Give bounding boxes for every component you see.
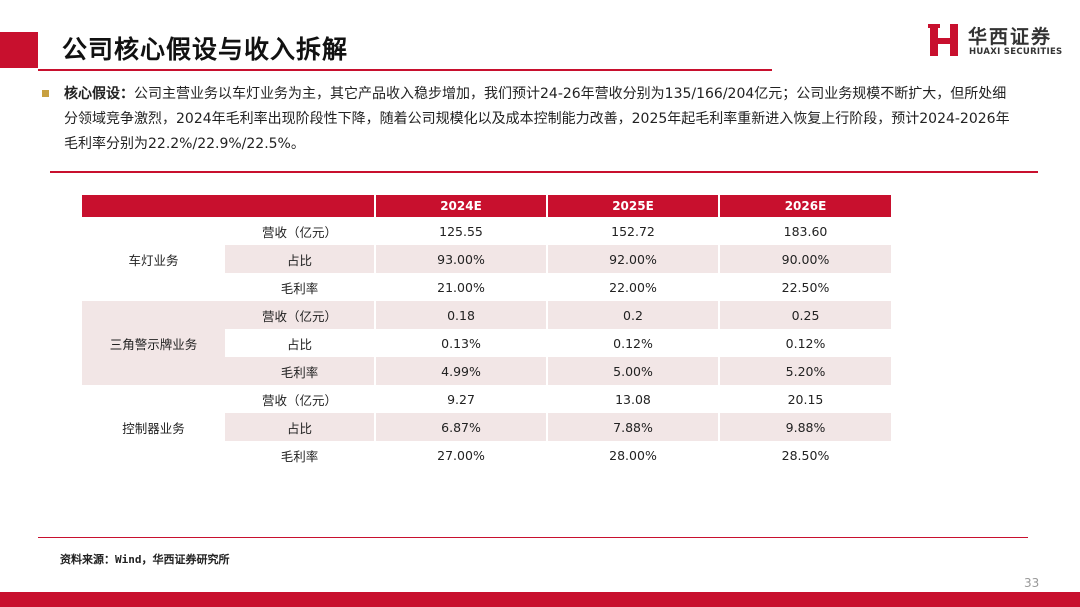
table-cell: 20.15 [718, 385, 891, 413]
title-accent-bar [0, 32, 38, 68]
table-cell: 13.08 [546, 385, 719, 413]
table-row: 三角警示牌业务 营收（亿元） 0.18 0.2 0.25 [82, 301, 891, 385]
table-cell: 5.20% [718, 357, 891, 385]
table-row: 占比 0.13% 0.12% 0.12% [82, 329, 891, 357]
metric-label: 营收（亿元） [261, 224, 337, 240]
table-cell: 4.99% [374, 357, 547, 385]
table-cell: 5.00% [546, 357, 719, 385]
table-cell: 9.88% [718, 413, 891, 441]
table-cell: 0.18 [374, 301, 547, 329]
table-cell: 7.88% [546, 413, 719, 441]
table-cell: 90.00% [718, 245, 891, 273]
table-cell: 6.87% [374, 413, 547, 441]
metric-label: 占比 [286, 336, 312, 352]
table-cell: 28.00% [546, 441, 719, 469]
company-logo: 华西证券 HUAXI SECURITIES [928, 22, 1068, 62]
table-cell: 183.60 [718, 217, 891, 245]
footer-divider [38, 537, 1028, 538]
group-label: 控制器业务 [122, 420, 185, 436]
metric-label: 占比 [225, 245, 375, 273]
metric-label: 营收（亿元） [261, 392, 337, 408]
table-cell: 22.00% [546, 273, 719, 301]
assumption-text: 公司主营业务以车灯业务为主，其它产品收入稳步增加，我们预计24-26年营收分别为… [64, 86, 1010, 152]
table-cell: 9.27 [374, 385, 547, 413]
table-cell: 0.12% [546, 329, 719, 357]
revenue-breakdown-table: 2024E 2025E 2026E 车灯业务 营收（亿元） 125.55 152… [82, 195, 891, 469]
group-label: 三角警示牌业务 [82, 301, 225, 385]
column-header: 2024E [374, 195, 547, 217]
table-row: 占比 93.00% 92.00% 90.00% [82, 245, 891, 273]
table-cell: 125.55 [374, 217, 547, 245]
section-divider [50, 171, 1038, 173]
table-cell: 27.00% [374, 441, 547, 469]
assumption-paragraph: 核心假设：公司主营业务以车灯业务为主，其它产品收入稳步增加，我们预计24-26年… [64, 82, 1014, 157]
table-row: 控制器业务 营收（亿元） 9.27 13.08 20.15 [82, 385, 891, 436]
table-header-blank [82, 195, 375, 217]
metric-label: 毛利率 [280, 280, 319, 296]
table-row: 毛利率 21.00% 22.00% 22.50% [82, 273, 891, 301]
table-cell: 21.00% [374, 273, 547, 301]
table-cell: 92.00% [546, 245, 719, 273]
table-cell: 28.50% [718, 441, 891, 469]
table-cell: 0.2 [546, 301, 719, 329]
metric-label: 占比 [225, 413, 375, 441]
page-title: 公司核心假设与收入拆解 [62, 35, 349, 64]
table-cell: 22.50% [718, 273, 891, 301]
title-underline [38, 69, 772, 71]
column-header: 2025E [546, 195, 719, 217]
page-number: 33 [1024, 576, 1040, 590]
metric-label: 营收（亿元） [225, 301, 375, 329]
huaxi-logo-icon [928, 24, 958, 56]
table-cell: 0.25 [718, 301, 891, 329]
table-cell: 0.12% [718, 329, 891, 357]
table-row: 毛利率 4.99% 5.00% 5.20% [82, 357, 891, 385]
table-cell: 152.72 [546, 217, 719, 245]
table-row: 占比 6.87% 7.88% 9.88% [82, 413, 891, 441]
table-header-row: 2024E 2025E 2026E [82, 195, 891, 217]
assumption-label: 核心假设： [64, 86, 134, 102]
logo-name-en: HUAXI SECURITIES [969, 47, 1063, 57]
column-header: 2026E [718, 195, 891, 217]
source-note: 资料来源：Wind，华西证券研究所 [60, 553, 230, 566]
bullet-square-icon [42, 90, 49, 97]
table-cell: 0.13% [374, 329, 547, 357]
table-row: 毛利率 27.00% 28.00% 28.50% [82, 441, 891, 469]
metric-label: 毛利率 [225, 357, 375, 385]
table-cell: 93.00% [374, 245, 547, 273]
group-label: 车灯业务 [128, 252, 179, 268]
footer-bar [0, 592, 1080, 607]
table-row: 车灯业务 营收（亿元） 125.55 152.72 183.60 [82, 217, 891, 268]
logo-name-cn: 华西证券 [968, 26, 1053, 48]
metric-label: 毛利率 [280, 448, 319, 464]
